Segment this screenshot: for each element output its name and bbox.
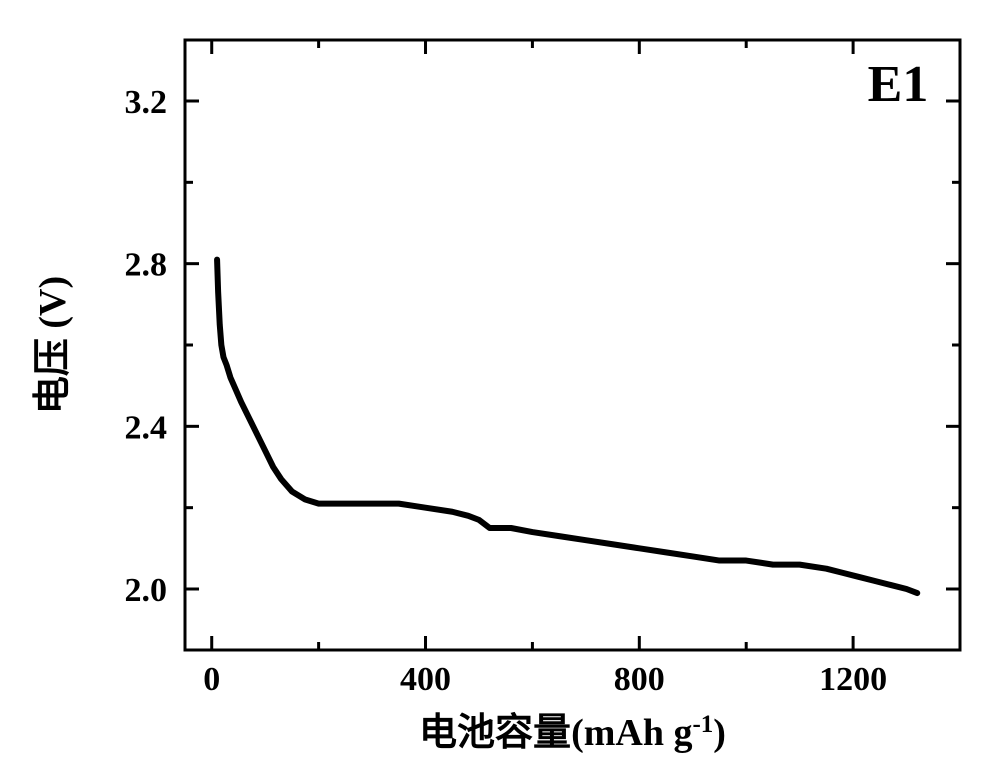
y-axis-label: 电压 (V) (32, 276, 74, 414)
x-tick-label: 400 (400, 661, 451, 698)
annotation-label: E1 (868, 56, 929, 113)
y-tick-label: 2.0 (125, 572, 168, 609)
chart-container: 0 400 800 1200 2.0 2.4 2.8 3.2 电池容量(mAh g-1) 电压 (… (0, 0, 1000, 778)
y-tick-label: 2.4 (125, 409, 168, 446)
x-tick-label: 800 (614, 661, 665, 698)
x-tick-label: 1200 (819, 661, 887, 698)
y-tick-label: 3.2 (125, 84, 168, 121)
x-tick-label: 0 (203, 661, 220, 698)
line-chart: 0 400 800 1200 2.0 2.4 2.8 3.2 电池容量(mAh g-1) 电压 (… (0, 0, 1000, 778)
y-tick-label: 2.8 (125, 247, 168, 284)
x-axis-label: 电池容量(mAh g-1) (419, 711, 726, 755)
